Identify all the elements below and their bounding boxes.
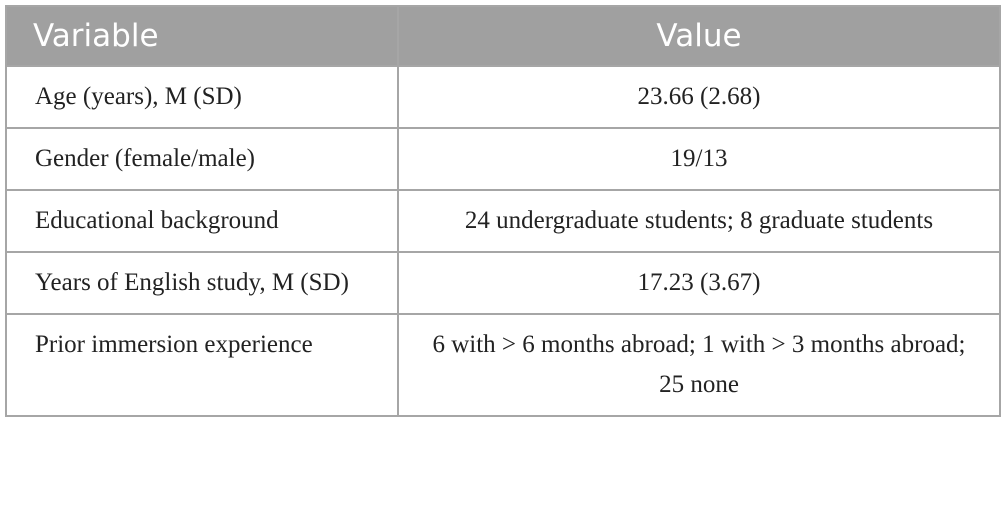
table-cell: 17.23 (3.67) <box>397 251 1001 315</box>
table-cell: 24 undergraduate students; 8 graduate st… <box>397 189 1001 253</box>
table-cell: Age (years), M (SD) <box>5 65 399 129</box>
table-body: Age (years), M (SD) 23.66 (2.68) Gender (f… <box>5 65 1001 417</box>
table-cell: 6 with > 6 months abroad; 1 with > 3 mon… <box>397 313 1001 417</box>
table-cell: Prior immersion experience <box>5 313 399 417</box>
table-cell: 23.66 (2.68) <box>397 65 1001 129</box>
header-cell: Variable <box>5 5 399 67</box>
data-table: Variable Value Age (years), M (SD) 23.66 … <box>5 5 1001 417</box>
header-row: Variable Value <box>5 5 1001 67</box>
table-row: Prior immersion experience 6 with > 6 mon… <box>5 313 1001 417</box>
table-cell: 19/13 <box>397 127 1001 191</box>
header-cell: Value <box>397 5 1001 67</box>
table-cell: Educational background <box>5 189 399 253</box>
table-row: Educational background 24 undergraduate s… <box>5 189 1001 253</box>
table-cell: Years of English study, M (SD) <box>5 251 399 315</box>
table-row: Years of English study, M (SD) 17.23 (3.6… <box>5 251 1001 315</box>
table-row: Gender (female/male) 19/13 <box>5 127 1001 191</box>
table-row: Age (years), M (SD) 23.66 (2.68) <box>5 65 1001 129</box>
table-cell: Gender (female/male) <box>5 127 399 191</box>
